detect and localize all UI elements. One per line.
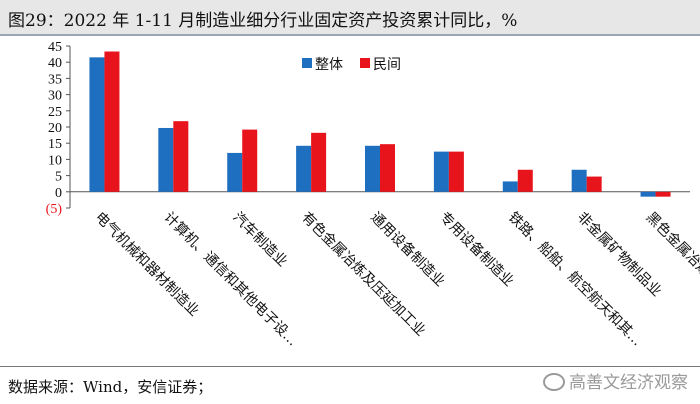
title-bar: 图29：2022 年 1-11 月制造业细分行业固定资产投资累计同比，% <box>0 0 700 36</box>
wechat-icon <box>543 373 565 391</box>
x-tick-label: 汽车制造业 <box>229 209 291 271</box>
legend-swatch <box>360 58 370 68</box>
bar-overall <box>227 152 243 192</box>
y-tick-label: 35 <box>48 72 62 87</box>
x-tick-label: 黑色金属冶炼及压延加工业 <box>643 209 700 340</box>
footer-divider <box>0 366 700 367</box>
bar-overall <box>433 151 449 192</box>
watermark-text: 高善文经济观察 <box>569 373 688 393</box>
y-tick-label: 45 <box>48 40 62 55</box>
y-tick-label: 15 <box>48 137 62 152</box>
bar-private <box>311 132 327 192</box>
y-tick-label: 30 <box>48 89 62 104</box>
y-tick-label: (5) <box>46 202 63 217</box>
bar-overall <box>640 191 656 197</box>
x-tick-label: 有色金属冶炼及压延加工业 <box>298 209 429 340</box>
y-tick-label: 0 <box>55 186 62 201</box>
bar-private <box>586 176 602 192</box>
bar-overall <box>296 145 312 192</box>
bar-private <box>448 151 464 192</box>
y-tick-label: 20 <box>48 121 62 136</box>
bar-overall <box>571 169 587 192</box>
bar-overall <box>365 145 380 192</box>
data-source: 数据来源：Wind，安信证券； <box>8 378 213 396</box>
y-tick-label: 40 <box>48 56 62 71</box>
bar-private <box>173 121 189 192</box>
bar-overall <box>158 127 174 192</box>
chart-title: 图29：2022 年 1-11 月制造业细分行业固定资产投资累计同比，% <box>8 11 518 31</box>
bar-chart: (5)051015202530354045电气机械和器材制造业计算机、通信和其他… <box>46 40 700 349</box>
bar-private <box>517 169 533 192</box>
legend-label: 民间 <box>373 57 401 73</box>
y-tick-label: 25 <box>48 105 62 120</box>
x-tick-label: 计算机、通信和其他电子设… <box>161 209 301 349</box>
legend-label: 整体 <box>315 57 343 73</box>
bar-private <box>242 129 258 192</box>
bar-overall <box>89 57 105 192</box>
y-tick-label: 5 <box>55 170 62 185</box>
bar-private <box>104 51 120 192</box>
bar-overall <box>502 181 518 192</box>
x-tick-label: 铁路、船舶、航空航天和其… <box>505 209 645 349</box>
watermark: 高善文经济观察 <box>543 368 688 393</box>
y-tick-label: 10 <box>48 153 62 168</box>
legend-swatch <box>302 58 312 68</box>
bar-private <box>380 144 395 192</box>
bar-private <box>655 191 671 197</box>
